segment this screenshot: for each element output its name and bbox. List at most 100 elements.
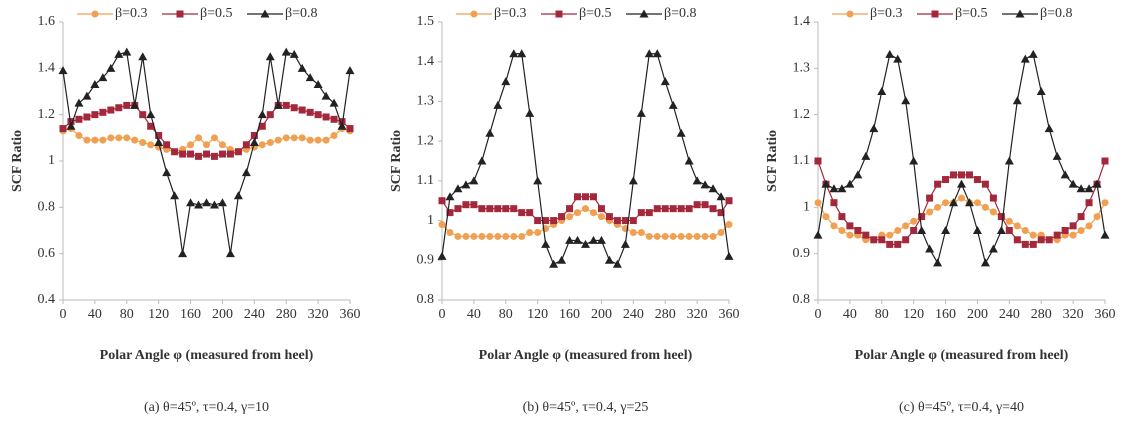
marker-triangle xyxy=(724,251,734,260)
marker-triangle xyxy=(461,180,471,189)
marker-circle xyxy=(846,231,854,239)
marker-triangle xyxy=(517,49,527,58)
legend-label: β=0.3 xyxy=(115,6,148,21)
marker-triangle xyxy=(573,235,583,244)
marker-triangle xyxy=(249,137,259,146)
marker-triangle xyxy=(933,258,943,267)
marker-square xyxy=(661,205,669,213)
marker-triangle xyxy=(313,80,323,89)
marker-circle xyxy=(147,141,155,149)
marker-triangle xyxy=(260,9,270,18)
marker-square xyxy=(589,193,597,201)
marker-square xyxy=(518,209,526,217)
marker-circle xyxy=(99,136,107,144)
y-axis-label: SCF Ratio xyxy=(389,130,404,192)
marker-circle xyxy=(830,222,838,230)
marker-triangle xyxy=(525,108,535,117)
marker-triangle xyxy=(445,192,455,201)
y-tick-label: 1.5 xyxy=(417,14,435,29)
y-tick-label: 1.3 xyxy=(417,94,435,109)
marker-square xyxy=(478,205,486,213)
marker-square xyxy=(605,213,613,221)
marker-square xyxy=(1077,213,1085,221)
x-tick-label: 40 xyxy=(88,307,102,322)
marker-square xyxy=(322,113,330,121)
marker-circle xyxy=(306,136,314,144)
marker-square xyxy=(677,205,685,213)
marker-circle xyxy=(942,199,950,207)
x-tick-label: 120 xyxy=(903,307,924,322)
marker-circle xyxy=(314,136,322,144)
marker-circle xyxy=(701,232,709,240)
marker-circle xyxy=(75,132,83,140)
y-tick-label: 1.1 xyxy=(793,153,811,168)
marker-circle xyxy=(838,227,846,234)
marker-square xyxy=(814,157,822,165)
x-axis-label: Polar Angle φ (measured from heel) xyxy=(479,348,693,363)
y-tick-label: 0.6 xyxy=(38,246,56,261)
marker-triangle xyxy=(122,47,132,56)
marker-circle xyxy=(693,232,701,240)
marker-circle xyxy=(139,138,147,146)
marker-triangle xyxy=(74,98,84,107)
marker-triangle xyxy=(186,198,196,207)
marker-square xyxy=(838,213,846,221)
marker-circle xyxy=(717,228,725,236)
marker-square xyxy=(693,201,701,209)
marker-circle xyxy=(1029,231,1037,239)
marker-square xyxy=(942,176,950,184)
legend-label: β=0.8 xyxy=(1040,6,1073,21)
marker-circle xyxy=(1093,213,1101,221)
marker-circle xyxy=(661,232,669,240)
marker-triangle xyxy=(668,100,678,109)
marker-triangle xyxy=(893,54,903,63)
marker-circle xyxy=(894,227,902,234)
marker-triangle xyxy=(1012,96,1022,105)
marker-square xyxy=(454,205,462,213)
marker-triangle xyxy=(964,198,974,207)
marker-square xyxy=(862,231,870,239)
marker-square xyxy=(195,152,203,160)
marker-square xyxy=(566,205,574,213)
marker-circle xyxy=(846,10,854,18)
marker-triangle xyxy=(996,226,1006,234)
chart-panel: 0.8 0.9 1 1.1 1.2 1.3 1.4 0 40 80 120 160 200 240 280 3… xyxy=(765,6,1115,415)
marker-circle xyxy=(454,232,462,240)
y-tick-label: 0.9 xyxy=(793,246,811,261)
marker-square xyxy=(1061,227,1069,234)
marker-triangle xyxy=(639,9,649,18)
marker-triangle xyxy=(202,198,211,207)
marker-circle xyxy=(83,136,91,144)
marker-triangle xyxy=(821,179,831,188)
x-tick-label: 80 xyxy=(120,307,134,322)
marker-square xyxy=(958,171,965,179)
marker-triangle xyxy=(162,168,172,177)
marker-square xyxy=(918,213,926,221)
marker-triangle xyxy=(581,239,590,248)
marker-square xyxy=(266,111,274,119)
marker-circle xyxy=(115,134,123,142)
marker-square xyxy=(550,217,558,225)
x-tick-label: 280 xyxy=(1031,307,1052,322)
marker-square xyxy=(558,213,566,221)
marker-circle xyxy=(290,134,298,142)
marker-triangle xyxy=(557,255,567,264)
marker-square xyxy=(91,111,99,119)
marker-square xyxy=(226,150,234,158)
marker-square xyxy=(709,205,717,213)
marker-circle xyxy=(677,232,685,240)
marker-circle xyxy=(1101,199,1109,207)
y-tick-label: 1.4 xyxy=(793,14,811,29)
marker-triangle xyxy=(837,184,847,193)
marker-triangle xyxy=(813,230,823,239)
x-tick-label: 200 xyxy=(967,307,988,322)
marker-square xyxy=(613,217,621,225)
marker-triangle xyxy=(329,98,339,107)
marker-circle xyxy=(1021,227,1029,234)
x-tick-label: 0 xyxy=(60,307,67,322)
marker-circle xyxy=(589,209,597,217)
marker-triangle xyxy=(1060,170,1070,179)
marker-circle xyxy=(973,199,981,207)
y-tick-label: 1 xyxy=(427,213,434,228)
x-tick-label: 240 xyxy=(999,307,1020,322)
